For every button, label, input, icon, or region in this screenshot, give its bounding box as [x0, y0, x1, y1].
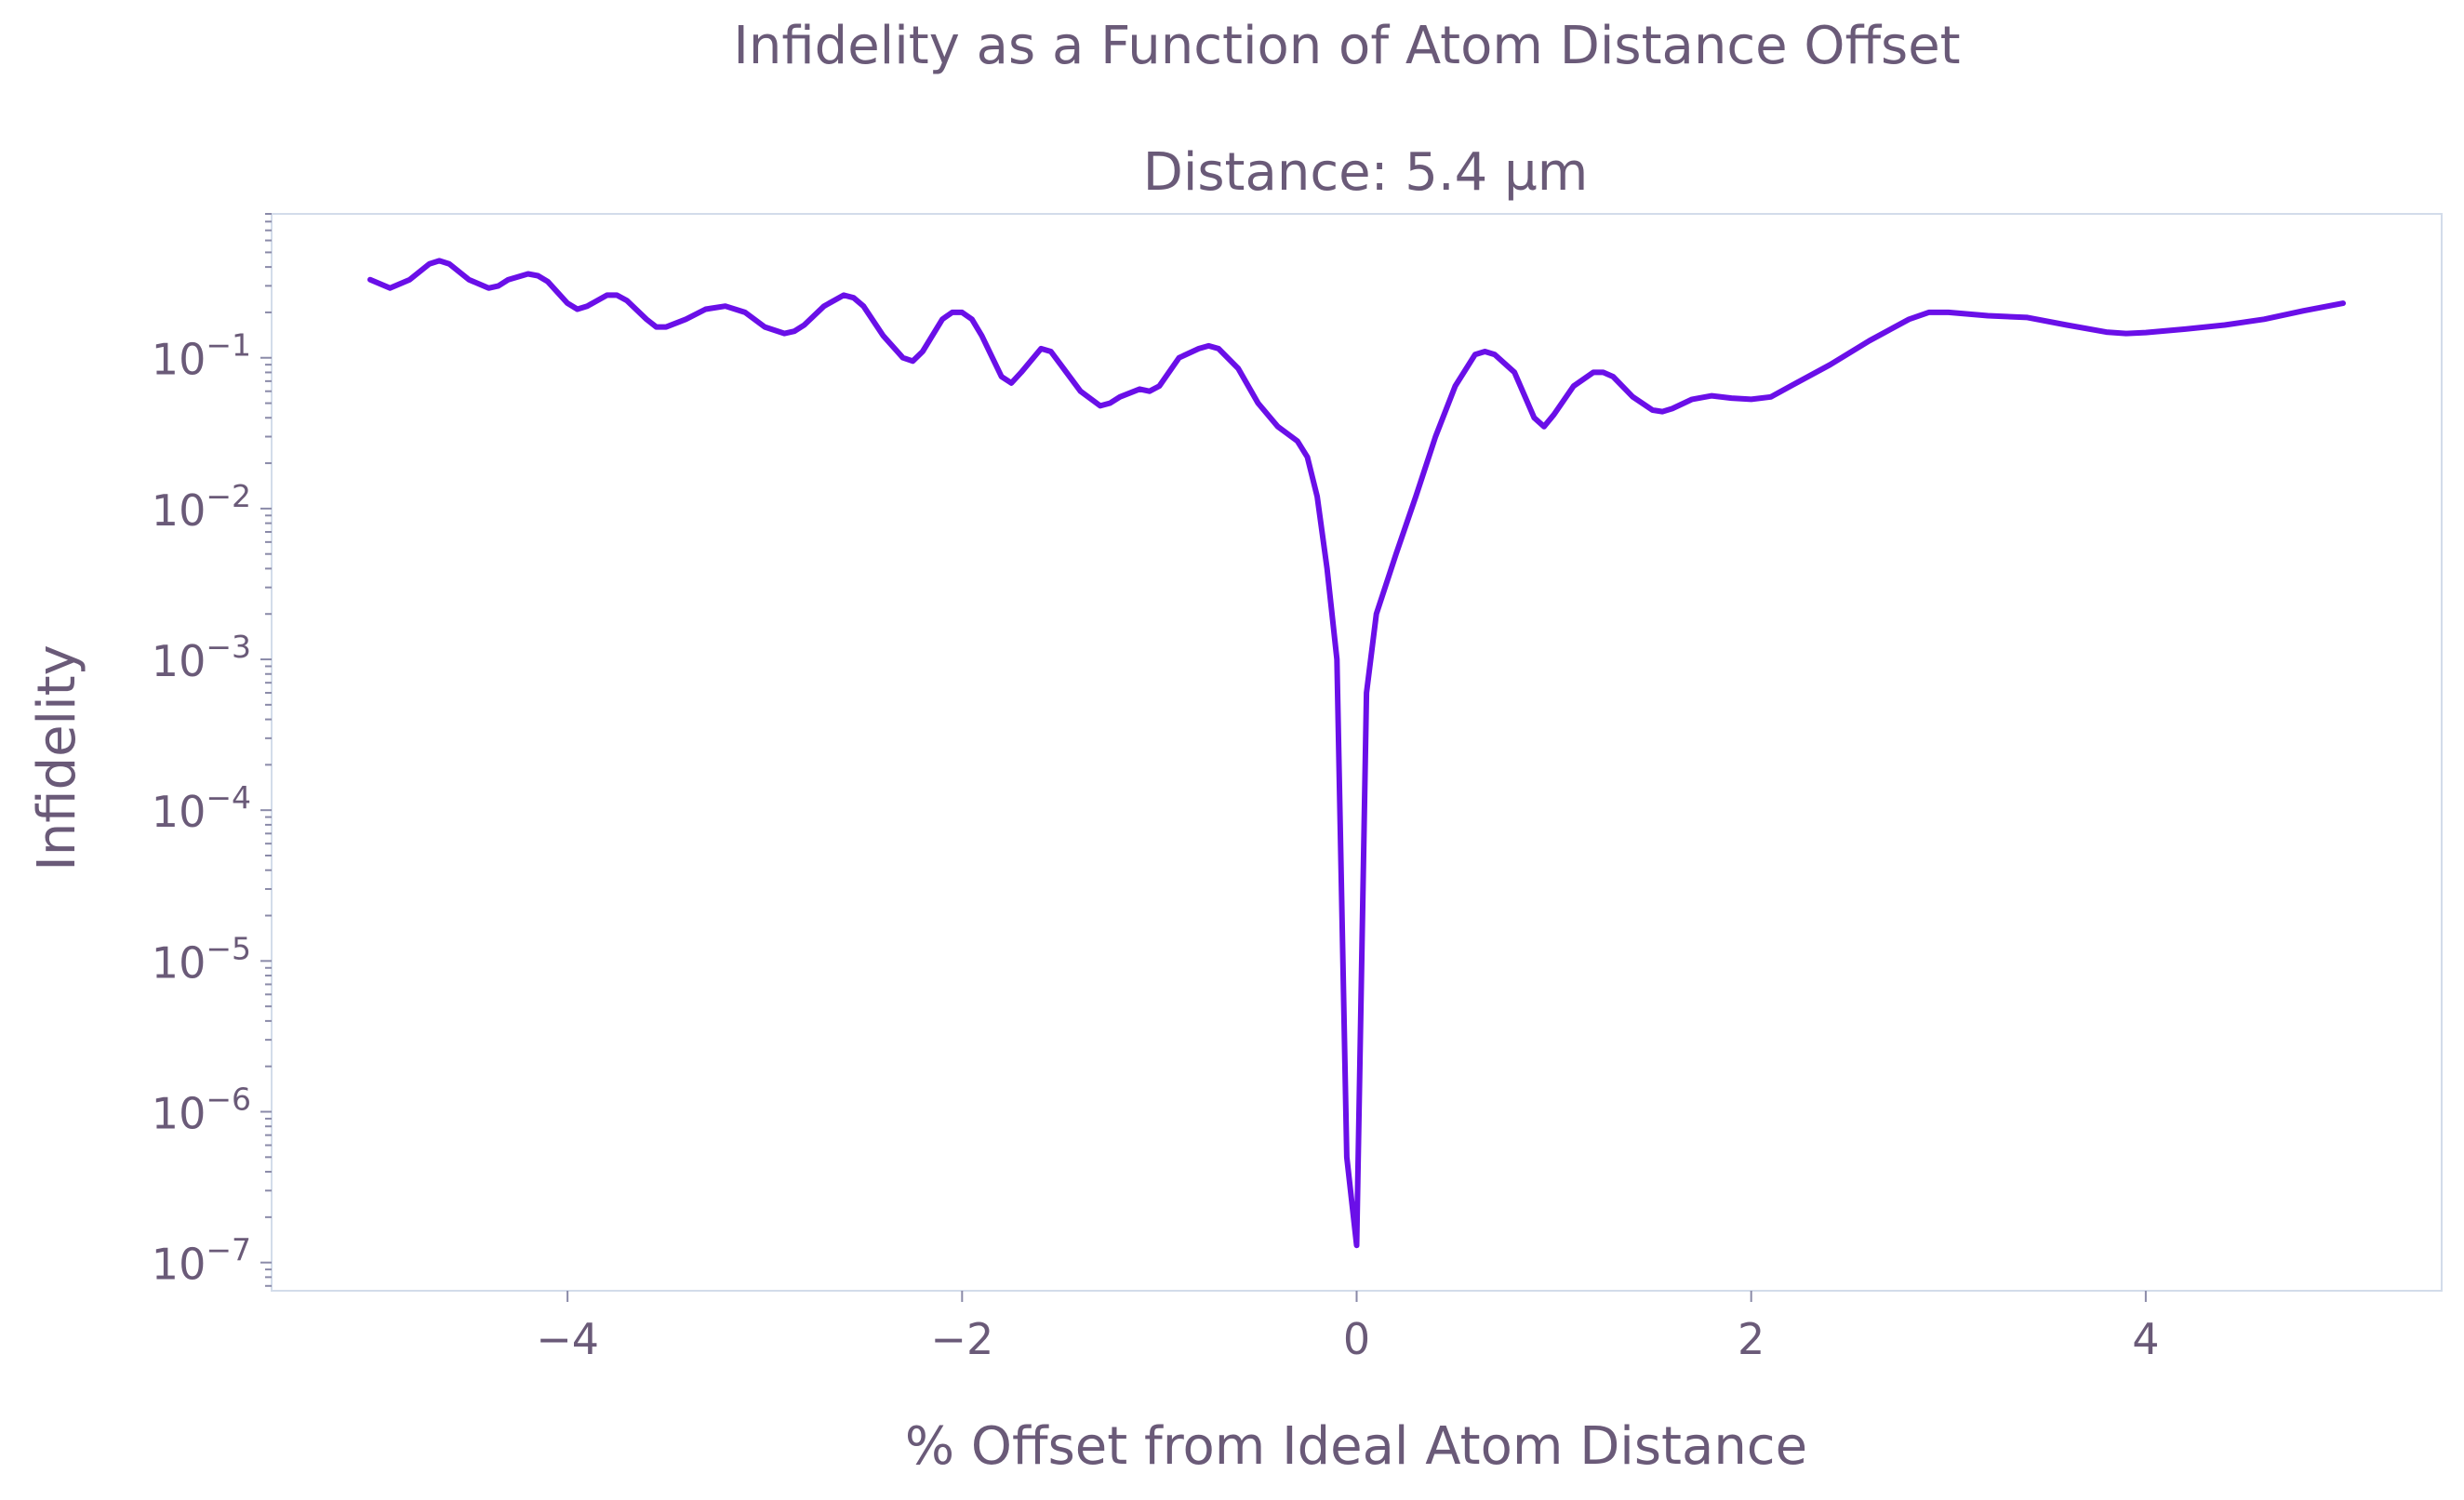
y-axis-label: Infidelity [27, 644, 87, 871]
y-minor-ticks [265, 213, 272, 1287]
x-axis-label: % Offset from Ideal Atom Distance [905, 1416, 1807, 1477]
y-tick-label: 10−1 [152, 327, 251, 385]
y-axis-ticks: 10−1 10−2 10−3 10−4 10−5 10−6 10−7 [152, 327, 272, 1290]
chart-title: Infidelity as a Function of Atom Distanc… [733, 16, 1960, 76]
x-tick-label: −2 [930, 1314, 993, 1364]
x-tick-label: 2 [1738, 1314, 1765, 1364]
y-tick-label: 10−2 [152, 478, 251, 536]
x-tick-label: 4 [2132, 1314, 2159, 1364]
x-tick-label: 0 [1343, 1314, 1370, 1364]
y-tick-label: 10−4 [152, 779, 251, 837]
infidelity-line [367, 258, 2346, 1249]
x-tick-label: −4 [536, 1314, 599, 1364]
x-axis-ticks: −4 −2 0 2 4 [536, 1291, 2160, 1364]
y-tick-label: 10−7 [152, 1232, 251, 1290]
y-tick-label: 10−3 [152, 629, 251, 686]
y-tick-label: 10−6 [152, 1082, 251, 1139]
chart-subtitle: Distance: 5.4 µm [1143, 142, 1589, 203]
y-tick-label: 10−5 [152, 930, 251, 988]
